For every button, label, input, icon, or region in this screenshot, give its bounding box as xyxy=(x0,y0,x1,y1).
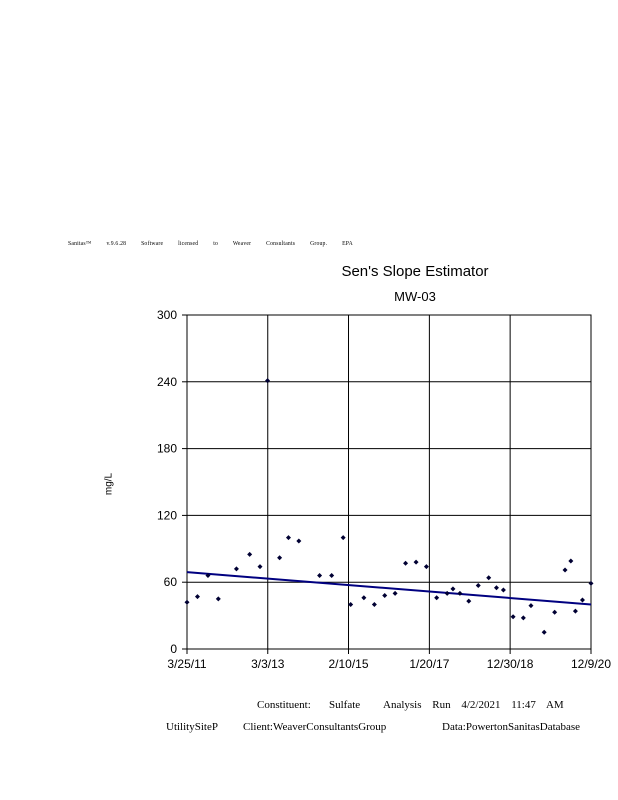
site-name: UtilitySiteP xyxy=(166,721,218,733)
data-point xyxy=(348,601,354,607)
data-point xyxy=(486,575,492,581)
y-tick-label: 180 xyxy=(157,442,177,456)
data-point xyxy=(413,559,419,565)
data-point xyxy=(184,599,190,605)
chart-title: Sen's Slope Estimator xyxy=(341,263,489,280)
data-point xyxy=(562,567,568,573)
data-point xyxy=(450,586,456,592)
constituent-label: Constituent: xyxy=(257,699,311,711)
grid-layer xyxy=(182,314,592,654)
data-point xyxy=(392,590,398,596)
data-point xyxy=(265,378,271,384)
data-point xyxy=(285,535,291,541)
data-point xyxy=(457,590,463,596)
data-point xyxy=(528,603,534,609)
data-point xyxy=(296,538,302,544)
data-point xyxy=(257,564,263,570)
data-point xyxy=(500,587,506,593)
data-point xyxy=(541,629,547,635)
data-point xyxy=(371,601,377,607)
x-tick-label: 3/3/13 xyxy=(251,657,285,671)
data-point xyxy=(572,608,578,614)
analysis-run: Analysis Run 4/2/2021 11:47 AM xyxy=(383,699,564,711)
x-tick-label: 12/9/20 xyxy=(571,657,611,671)
data-point xyxy=(233,566,239,572)
y-tick-label: 240 xyxy=(157,375,177,389)
license-notice: Sanitas™ v.9.6.28 Software licensed to W… xyxy=(68,241,353,247)
data-point xyxy=(552,609,558,615)
data-point xyxy=(361,595,367,601)
y-tick-label: 300 xyxy=(157,308,177,322)
data-point xyxy=(403,560,409,566)
data-point xyxy=(588,580,594,586)
data-point xyxy=(579,597,585,603)
data-source: Data:PowertonSanitasDatabase xyxy=(442,721,581,733)
data-point xyxy=(466,598,472,604)
constituent-value: Sulfate xyxy=(329,699,361,711)
data-point xyxy=(493,585,499,591)
data-point xyxy=(444,590,450,596)
data-point xyxy=(475,583,481,589)
x-tick-label: 1/20/17 xyxy=(409,657,449,671)
x-tick-label: 2/10/15 xyxy=(328,657,368,671)
sens-slope-chart: 0 60 120 180 240 300 3/25/11 3/3/13 2/10/15 1/20/… xyxy=(157,308,611,671)
data-point xyxy=(205,573,211,579)
data-point xyxy=(423,564,429,570)
chart-subtitle: MW-03 xyxy=(394,289,436,304)
client-name: Client:WeaverConsultantsGroup xyxy=(243,721,387,733)
data-point xyxy=(520,615,526,621)
data-point xyxy=(194,594,200,600)
data-point xyxy=(215,596,221,602)
sens-slope-trend-line xyxy=(186,571,592,606)
data-point xyxy=(247,551,253,557)
data-point xyxy=(434,595,440,601)
y-tick-label: 0 xyxy=(170,642,177,656)
tick-layer: 0 60 120 180 240 300 3/25/11 3/3/13 2/10/15 1/20/… xyxy=(157,308,611,671)
data-point xyxy=(317,573,323,579)
data-point xyxy=(568,558,574,564)
data-point xyxy=(329,573,335,579)
data-point xyxy=(382,593,388,599)
point-layer xyxy=(184,378,594,635)
x-tick-label: 12/30/18 xyxy=(487,657,534,671)
x-tick-label: 3/25/11 xyxy=(167,657,206,671)
data-point xyxy=(340,535,346,541)
y-tick-label: 120 xyxy=(157,508,177,522)
data-point xyxy=(277,555,283,561)
data-point xyxy=(510,614,516,620)
y-tick-label: 60 xyxy=(164,575,178,589)
trend-layer xyxy=(186,571,592,606)
